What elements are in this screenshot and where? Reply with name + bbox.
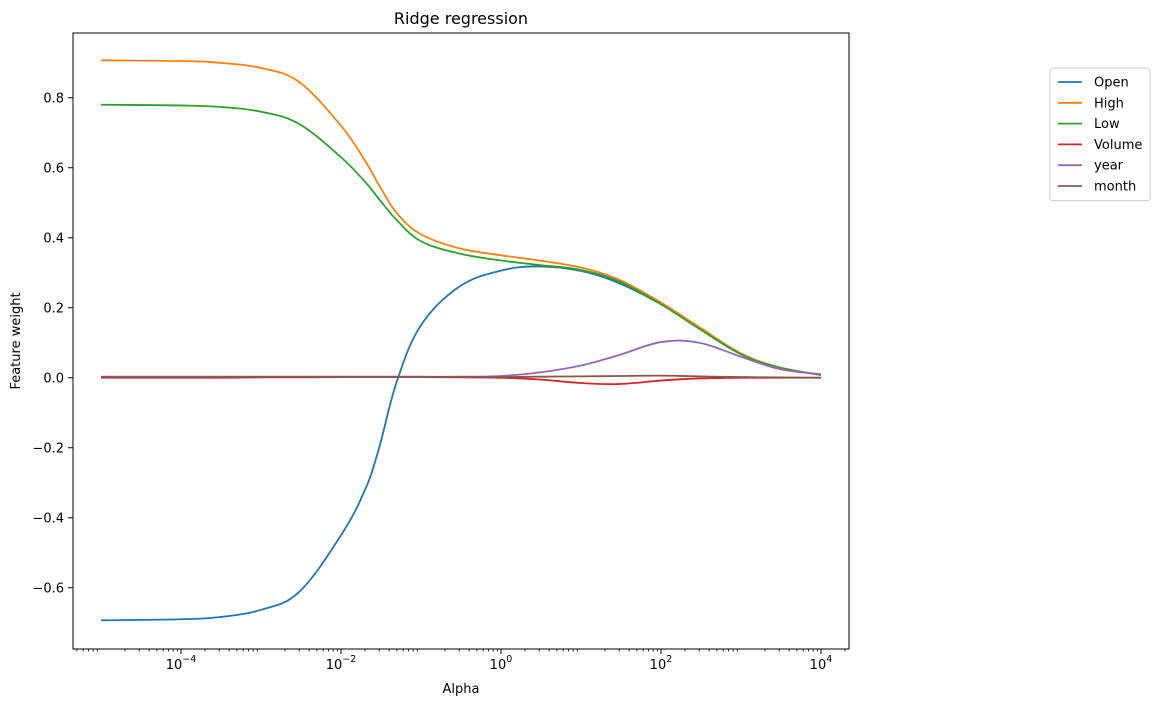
- y-tick-label: 0.2: [43, 301, 64, 316]
- series-line-open: [100, 265, 822, 622]
- x-axis-label: Alpha: [443, 682, 480, 697]
- x-tick-label: 10−4: [166, 654, 197, 673]
- legend-label-low: Low: [1094, 117, 1120, 132]
- legend-box: [1049, 67, 1151, 202]
- plot-frame: [72, 32, 850, 650]
- legend-label-year: year: [1094, 159, 1124, 174]
- chart-title: Ridge regression: [394, 9, 528, 28]
- y-tick-label: 0.4: [43, 231, 64, 246]
- y-axis-ticks: −0.6 −0.4 −0.2 0.0 0.2 0.4 0.6 0.8: [32, 91, 73, 596]
- y-tick-label: 0.8: [43, 91, 64, 106]
- x-axis-ticks: 10−4 10−2 100 102 104: [76, 649, 846, 673]
- legend-label-high: High: [1094, 96, 1124, 111]
- x-tick-label: 104: [810, 654, 833, 673]
- plot-area: [72, 32, 850, 650]
- legend-label-open: Open: [1094, 76, 1129, 91]
- y-tick-label: 0.6: [43, 161, 64, 176]
- y-tick-label: −0.6: [32, 581, 64, 596]
- series-line-volume: [100, 376, 821, 386]
- y-tick-label: −0.4: [32, 511, 64, 526]
- y-tick-label: −0.2: [32, 441, 64, 456]
- series-line-low: [100, 103, 822, 376]
- legend-label-volume: Volume: [1094, 138, 1142, 153]
- legend: Open High Low Volume year month: [1049, 67, 1151, 202]
- legend-label-month: month: [1094, 180, 1136, 195]
- series-line-high: [100, 59, 822, 376]
- y-tick-label: 0.0: [43, 371, 64, 386]
- x-tick-label: 10−2: [326, 654, 357, 673]
- series-line-year: [100, 339, 822, 378]
- x-tick-label: 100: [490, 654, 513, 673]
- y-axis-label: Feature weight: [9, 292, 24, 389]
- series-line-month: [100, 374, 821, 379]
- x-tick-label: 102: [650, 654, 673, 673]
- series-layer: [100, 59, 822, 622]
